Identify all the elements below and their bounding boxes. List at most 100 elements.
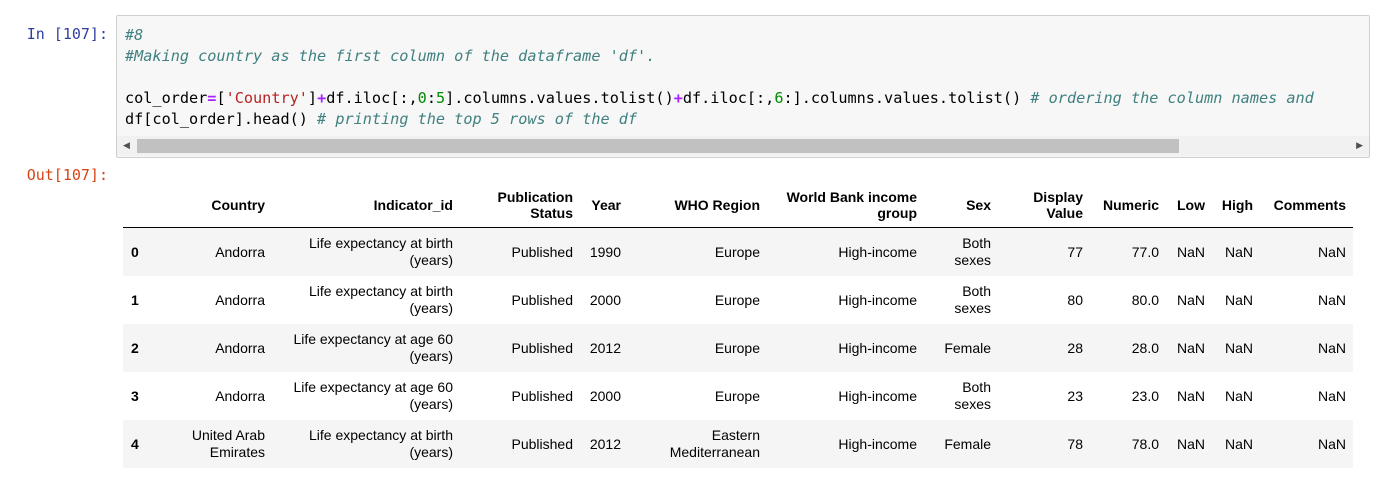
table-cell: 78 (1067, 435, 1083, 452)
table-cell: NaN (1224, 243, 1253, 260)
code-token: + (317, 89, 327, 107)
table-cell: Female (944, 339, 991, 356)
column-header: Country (170, 183, 272, 228)
table-cell: High-income (838, 387, 917, 404)
dataframe: Country Indicator_id Publication Status Yea… (123, 183, 1353, 468)
table-cell: 77.0 (1131, 243, 1159, 260)
table-cell: 2000 (589, 387, 621, 404)
table-cell: Life expectancy at birth (years) (309, 235, 453, 268)
code-cell[interactable]: #8 #Making country as the first column of… (116, 15, 1370, 158)
table-cell: 2012 (589, 435, 621, 452)
table-cell: NaN (1317, 339, 1346, 356)
table-cell: High-income (838, 291, 917, 308)
table-cell: Life expectancy at age 60 (years) (293, 331, 453, 364)
code-token: 'Country' (225, 89, 308, 107)
code-token: [ (216, 89, 226, 107)
column-header: Year (580, 183, 628, 228)
table-row: 1 Andorra Life expectancy at birth (years)… (123, 276, 1353, 324)
column-header: High (1212, 183, 1260, 228)
code-line: #8 (125, 25, 1314, 46)
table-cell: NaN (1224, 339, 1253, 356)
table-cell: NaN (1176, 291, 1205, 308)
row-index: 3 (131, 387, 139, 404)
table-cell: Both sexes (954, 235, 991, 268)
table-cell: Life expectancy at birth (years) (309, 427, 453, 460)
code-token: #8 (125, 26, 144, 44)
code-token: + (673, 89, 683, 107)
table-cell: NaN (1317, 435, 1346, 452)
row-index: 1 (131, 291, 139, 308)
column-header: World Bank income group (767, 183, 924, 228)
code-token: df[col_order].head() (125, 110, 318, 128)
scrollbar[interactable]: ◀ ▶ (117, 136, 1369, 156)
table-cell: Europe (714, 291, 760, 308)
table-cell: Published (511, 339, 574, 356)
row-index: 0 (131, 243, 139, 260)
table-cell: NaN (1224, 435, 1253, 452)
column-header: Publication Status (460, 183, 580, 228)
column-header: Display Value (998, 183, 1090, 228)
code-token: : (783, 89, 793, 107)
table-cell: 1990 (589, 243, 621, 260)
code-line (125, 67, 1314, 88)
table-cell: 2012 (589, 339, 621, 356)
table-cell: Both sexes (954, 379, 991, 412)
code-token: : (426, 89, 436, 107)
column-header: Low (1166, 183, 1212, 228)
table-cell: NaN (1224, 387, 1253, 404)
table-cell: High-income (838, 243, 917, 260)
column-header: Comments (1260, 183, 1353, 228)
table-cell: Andorra (215, 243, 265, 260)
table-cell: Europe (714, 339, 760, 356)
table-cell: Eastern Mediterranean (669, 427, 760, 460)
table-cell: High-income (838, 339, 917, 356)
code-token: 0 (417, 89, 427, 107)
table-cell: 28.0 (1131, 339, 1159, 356)
table-cell: NaN (1317, 387, 1346, 404)
table-row: 0 Andorra Life expectancy at birth (years)… (123, 227, 1353, 276)
code-token: df.iloc[:, (682, 89, 775, 107)
column-header: Indicator_id (272, 183, 460, 228)
table-cell: 80 (1067, 291, 1083, 308)
scroll-left[interactable]: ◀ (123, 140, 130, 150)
code-token: # printing the top 5 rows of the df (317, 110, 638, 128)
scroll-thumb[interactable] (137, 139, 1179, 153)
table-cell: 78.0 (1131, 435, 1159, 452)
code-token: # ordering the column names and (1030, 89, 1314, 107)
code-token: col_order (125, 89, 208, 107)
scroll-right[interactable]: ▶ (1356, 140, 1363, 150)
code-line: col_order=['Country']+df.iloc[:,0:5].col… (125, 88, 1314, 109)
table-cell: United Arab Emirates (191, 427, 265, 460)
row-index: 4 (131, 435, 139, 452)
table-cell: NaN (1317, 291, 1346, 308)
table-cell: Europe (714, 243, 760, 260)
code-token: ] (307, 89, 318, 107)
table-cell: Published (511, 243, 574, 260)
table-cell: NaN (1224, 291, 1253, 308)
table-row: 4 United Arab Emirates Life expectancy at … (123, 420, 1353, 468)
output-prompt: Out[107]: (26, 166, 108, 184)
table-cell: 80.0 (1131, 291, 1159, 308)
table-cell: Both sexes (954, 283, 991, 316)
table-cell: High-income (838, 435, 917, 452)
table-cell: NaN (1176, 435, 1205, 452)
code-token: ].columns.values.tolist() (445, 89, 674, 107)
table-row: 3 Andorra Life expectancy at age 60 (years… (123, 372, 1353, 420)
code-token: 6 (774, 89, 784, 107)
table-cell: Europe (714, 387, 760, 404)
row-index: 2 (131, 339, 139, 356)
table-cell: Female (944, 435, 991, 452)
code-line: #Making country as the first column of t… (125, 46, 1314, 67)
input-prompt: In [107]: (26, 25, 108, 43)
table-cell: NaN (1176, 243, 1205, 260)
table-cell: 28 (1067, 339, 1083, 356)
code: #8 #Making country as the first column of… (125, 25, 1314, 130)
table-cell: 2000 (589, 291, 621, 308)
table-cell: 77 (1067, 243, 1083, 260)
table-cell: Life expectancy at birth (years) (309, 283, 453, 316)
code-token: #Making country as the first column of t… (125, 47, 656, 65)
column-header: Numeric (1090, 183, 1166, 228)
code-line: df[col_order].head() # printing the top … (125, 109, 1314, 130)
table-cell: NaN (1176, 387, 1205, 404)
